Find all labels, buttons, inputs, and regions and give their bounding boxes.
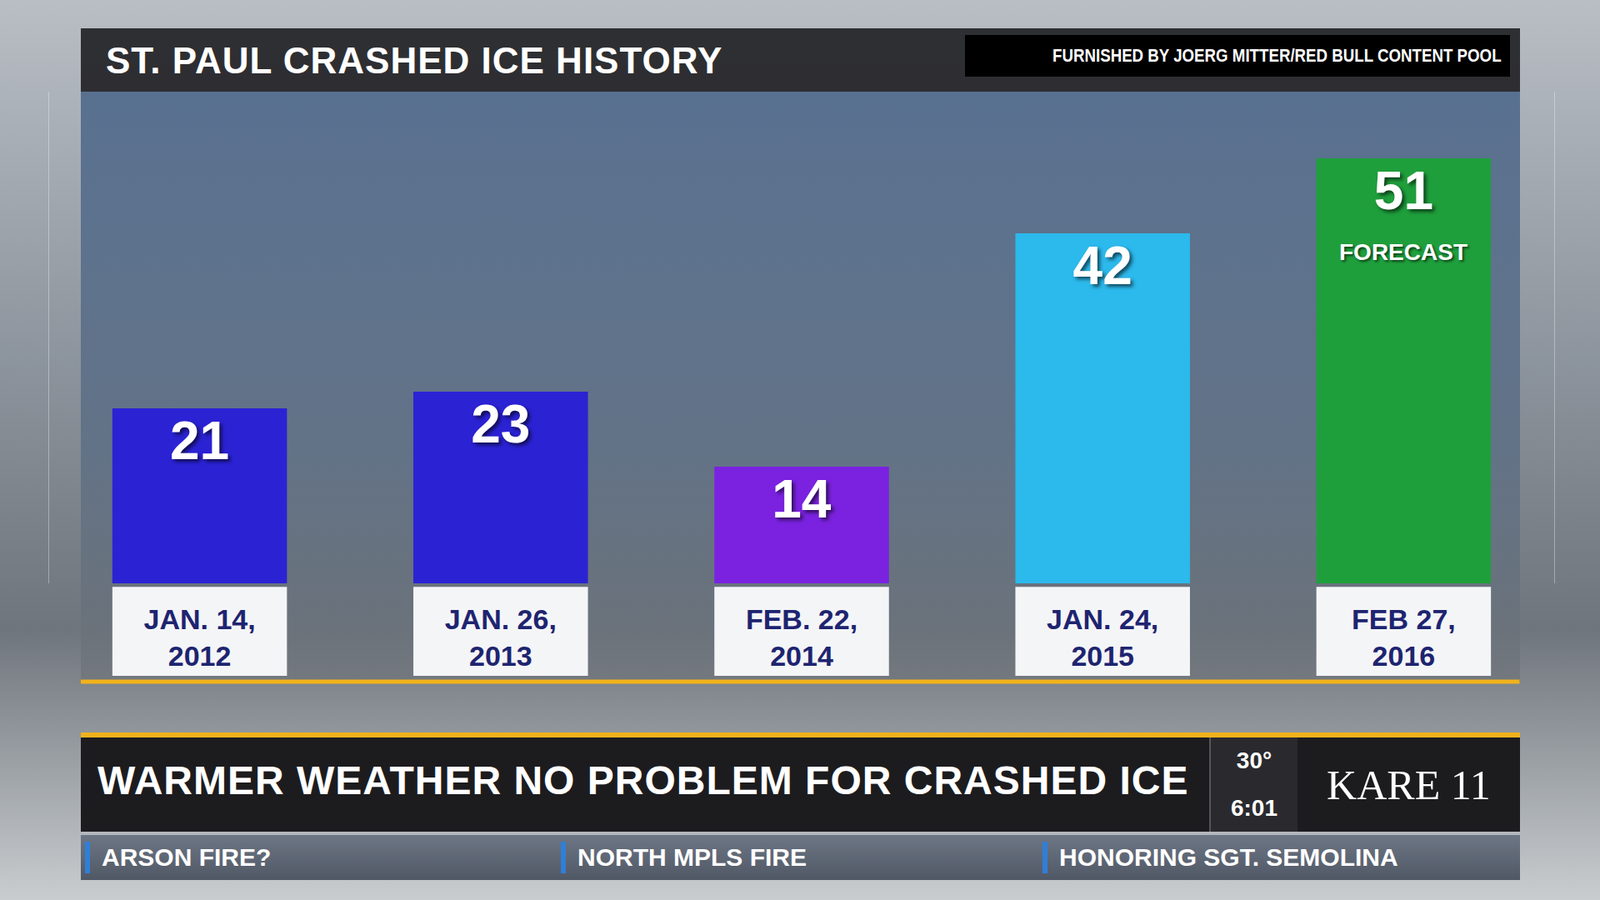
svg-text:FORECAST: FORECAST bbox=[1339, 239, 1468, 265]
svg-text:21: 21 bbox=[170, 410, 230, 471]
svg-text:FEB. 22,2014: FEB. 22,2014 bbox=[745, 603, 858, 672]
svg-text:JAN. 26,2013: JAN. 26,2013 bbox=[445, 603, 557, 672]
html-text:NORTH MPLS FIRE: NORTH MPLS FIRE bbox=[577, 843, 807, 871]
html-text:6:01: 6:01 bbox=[1230, 794, 1278, 821]
html-text:30°: 30° bbox=[1236, 747, 1272, 774]
html-text:FURNISHED BY JOERG MITTER/RED: FURNISHED BY JOERG MITTER/RED BULL CONTE… bbox=[1052, 45, 1502, 66]
html-text:KARE 11: KARE 11 bbox=[1326, 761, 1491, 808]
svg-text:51: 51 bbox=[1374, 160, 1434, 221]
svg-text:JAN. 14,2012: JAN. 14,2012 bbox=[144, 603, 256, 672]
html-text:ST. PAUL CRASHED ICE HISTORY: ST. PAUL CRASHED ICE HISTORY bbox=[105, 40, 723, 81]
svg-text:JAN. 24,2015: JAN. 24,2015 bbox=[1046, 603, 1159, 672]
html-text:WARMER WEATHER NO PROBLEM FOR: WARMER WEATHER NO PROBLEM FOR CRASHED IC… bbox=[97, 758, 1189, 803]
svg-text:FEB 27,2016: FEB 27,2016 bbox=[1351, 603, 1456, 672]
html-text:HONORING SGT. SEMOLINA: HONORING SGT. SEMOLINA bbox=[1059, 843, 1399, 871]
svg-text:14: 14 bbox=[771, 469, 832, 530]
html-text:ARSON FIRE?: ARSON FIRE? bbox=[101, 843, 272, 871]
svg-text:42: 42 bbox=[1073, 235, 1133, 296]
svg-text:23: 23 bbox=[470, 394, 530, 455]
